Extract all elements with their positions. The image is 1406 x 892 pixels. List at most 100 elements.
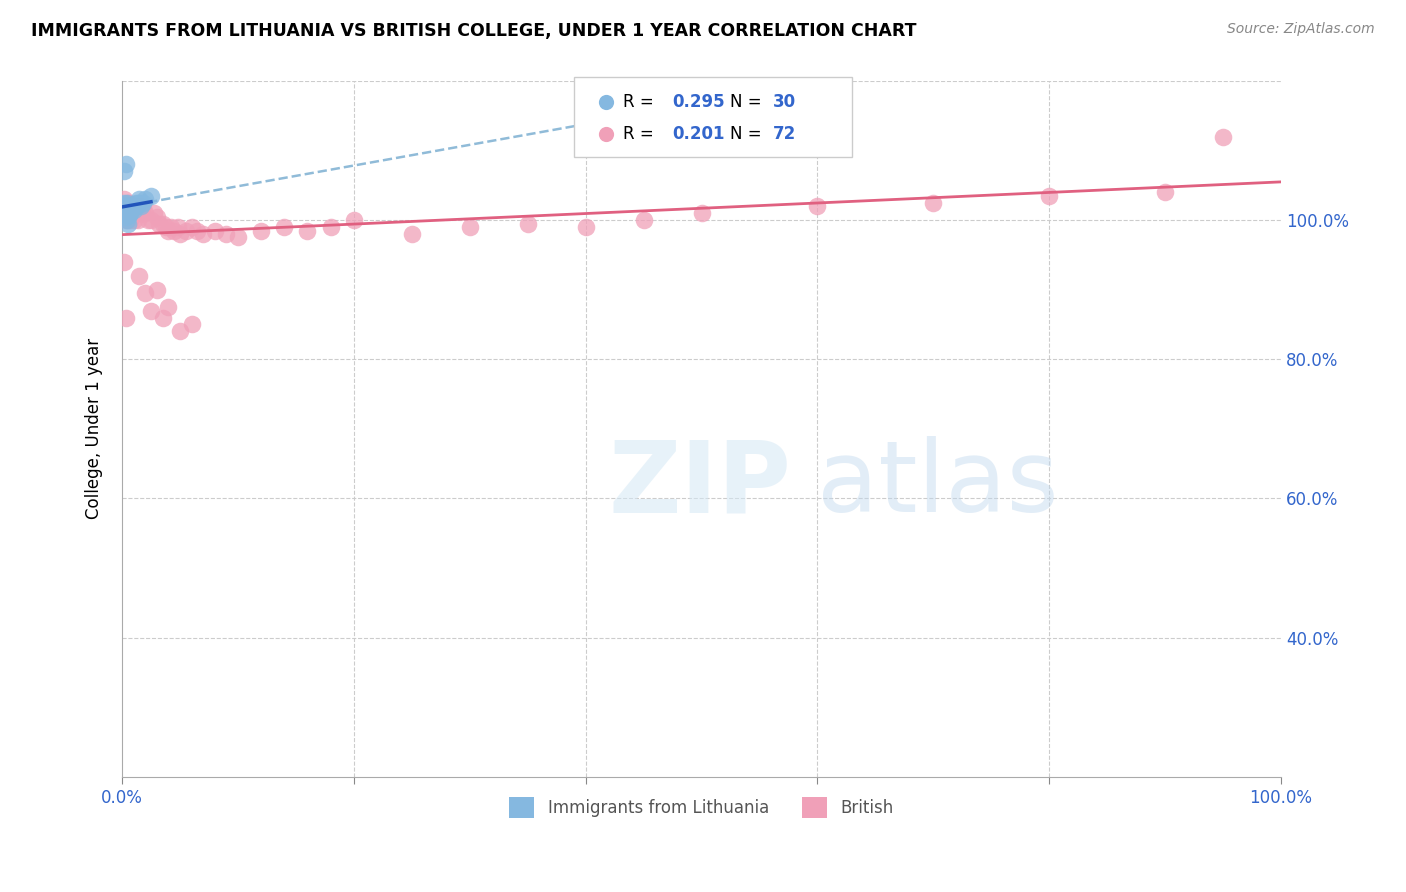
Text: Source: ZipAtlas.com: Source: ZipAtlas.com xyxy=(1227,22,1375,37)
Point xyxy=(121,199,143,213)
Point xyxy=(112,192,135,206)
Point xyxy=(690,206,713,220)
Point xyxy=(112,199,135,213)
Point xyxy=(297,223,319,237)
Point xyxy=(125,199,148,213)
Point xyxy=(120,199,142,213)
Point xyxy=(115,213,138,227)
Point xyxy=(122,206,145,220)
Point xyxy=(146,283,169,297)
Y-axis label: College, Under 1 year: College, Under 1 year xyxy=(86,338,103,519)
Point xyxy=(114,202,136,217)
Point xyxy=(127,213,149,227)
Point xyxy=(128,268,150,283)
Point xyxy=(122,213,145,227)
Point xyxy=(273,220,295,235)
Point xyxy=(134,192,156,206)
Point xyxy=(922,195,945,210)
Point xyxy=(128,199,150,213)
Point xyxy=(169,325,191,339)
Point xyxy=(401,227,423,241)
Point xyxy=(124,199,146,213)
Point xyxy=(120,202,142,217)
Point xyxy=(112,206,135,220)
Legend: Immigrants from Lithuania, British: Immigrants from Lithuania, British xyxy=(502,790,900,824)
Point xyxy=(155,220,177,235)
Point xyxy=(633,213,655,227)
Point xyxy=(166,220,188,235)
Point xyxy=(115,195,138,210)
Point xyxy=(204,223,226,237)
Point xyxy=(215,227,238,241)
Point xyxy=(124,202,146,217)
Point xyxy=(595,128,617,142)
Point xyxy=(152,217,174,231)
Point xyxy=(226,230,249,244)
Point xyxy=(131,206,153,220)
Text: atlas: atlas xyxy=(817,436,1059,533)
Point xyxy=(127,199,149,213)
Point xyxy=(118,195,141,210)
Point xyxy=(193,227,215,241)
Point xyxy=(120,199,142,213)
Point xyxy=(128,192,150,206)
Point xyxy=(118,207,141,221)
Point xyxy=(516,217,538,231)
Point xyxy=(146,210,169,224)
Point xyxy=(114,210,136,224)
Point xyxy=(595,95,617,109)
Point xyxy=(120,206,142,220)
Point xyxy=(114,199,136,213)
Point xyxy=(118,202,141,217)
Text: 0.201: 0.201 xyxy=(672,126,725,144)
Text: 30: 30 xyxy=(773,93,796,111)
Text: 0.295: 0.295 xyxy=(672,93,725,111)
Point xyxy=(115,206,138,220)
Point xyxy=(134,286,156,301)
Point xyxy=(120,213,142,227)
Point xyxy=(157,223,180,237)
Point xyxy=(180,318,202,332)
Point xyxy=(157,300,180,314)
Point xyxy=(117,199,139,213)
Point xyxy=(174,223,197,237)
Point xyxy=(112,195,135,210)
Point xyxy=(120,210,142,224)
Point xyxy=(114,310,136,325)
Point xyxy=(139,188,162,202)
Text: R =: R = xyxy=(623,126,658,144)
Point xyxy=(163,223,186,237)
Point xyxy=(112,164,135,178)
Text: R =: R = xyxy=(623,93,658,111)
Point xyxy=(129,199,152,213)
Point xyxy=(136,213,159,227)
Point xyxy=(148,217,170,231)
Point xyxy=(575,220,598,235)
Text: ZIP: ZIP xyxy=(609,436,792,533)
Point xyxy=(806,199,828,213)
Point xyxy=(343,213,366,227)
Point xyxy=(125,195,148,210)
Point xyxy=(117,199,139,213)
Point xyxy=(139,303,162,318)
Point xyxy=(127,206,149,220)
Point xyxy=(134,206,156,220)
Point xyxy=(180,220,202,235)
Point xyxy=(114,157,136,171)
Point xyxy=(114,213,136,227)
Point xyxy=(129,202,152,217)
Point xyxy=(186,223,208,237)
Point xyxy=(117,217,139,231)
Point xyxy=(139,213,162,227)
Point xyxy=(127,195,149,210)
Point xyxy=(117,213,139,227)
Point xyxy=(1212,129,1234,144)
Point xyxy=(112,206,135,220)
Point xyxy=(169,227,191,241)
Point xyxy=(115,195,138,210)
Point xyxy=(122,202,145,217)
Text: N =: N = xyxy=(731,93,768,111)
Point xyxy=(114,199,136,213)
FancyBboxPatch shape xyxy=(574,78,852,157)
Text: 72: 72 xyxy=(773,126,797,144)
